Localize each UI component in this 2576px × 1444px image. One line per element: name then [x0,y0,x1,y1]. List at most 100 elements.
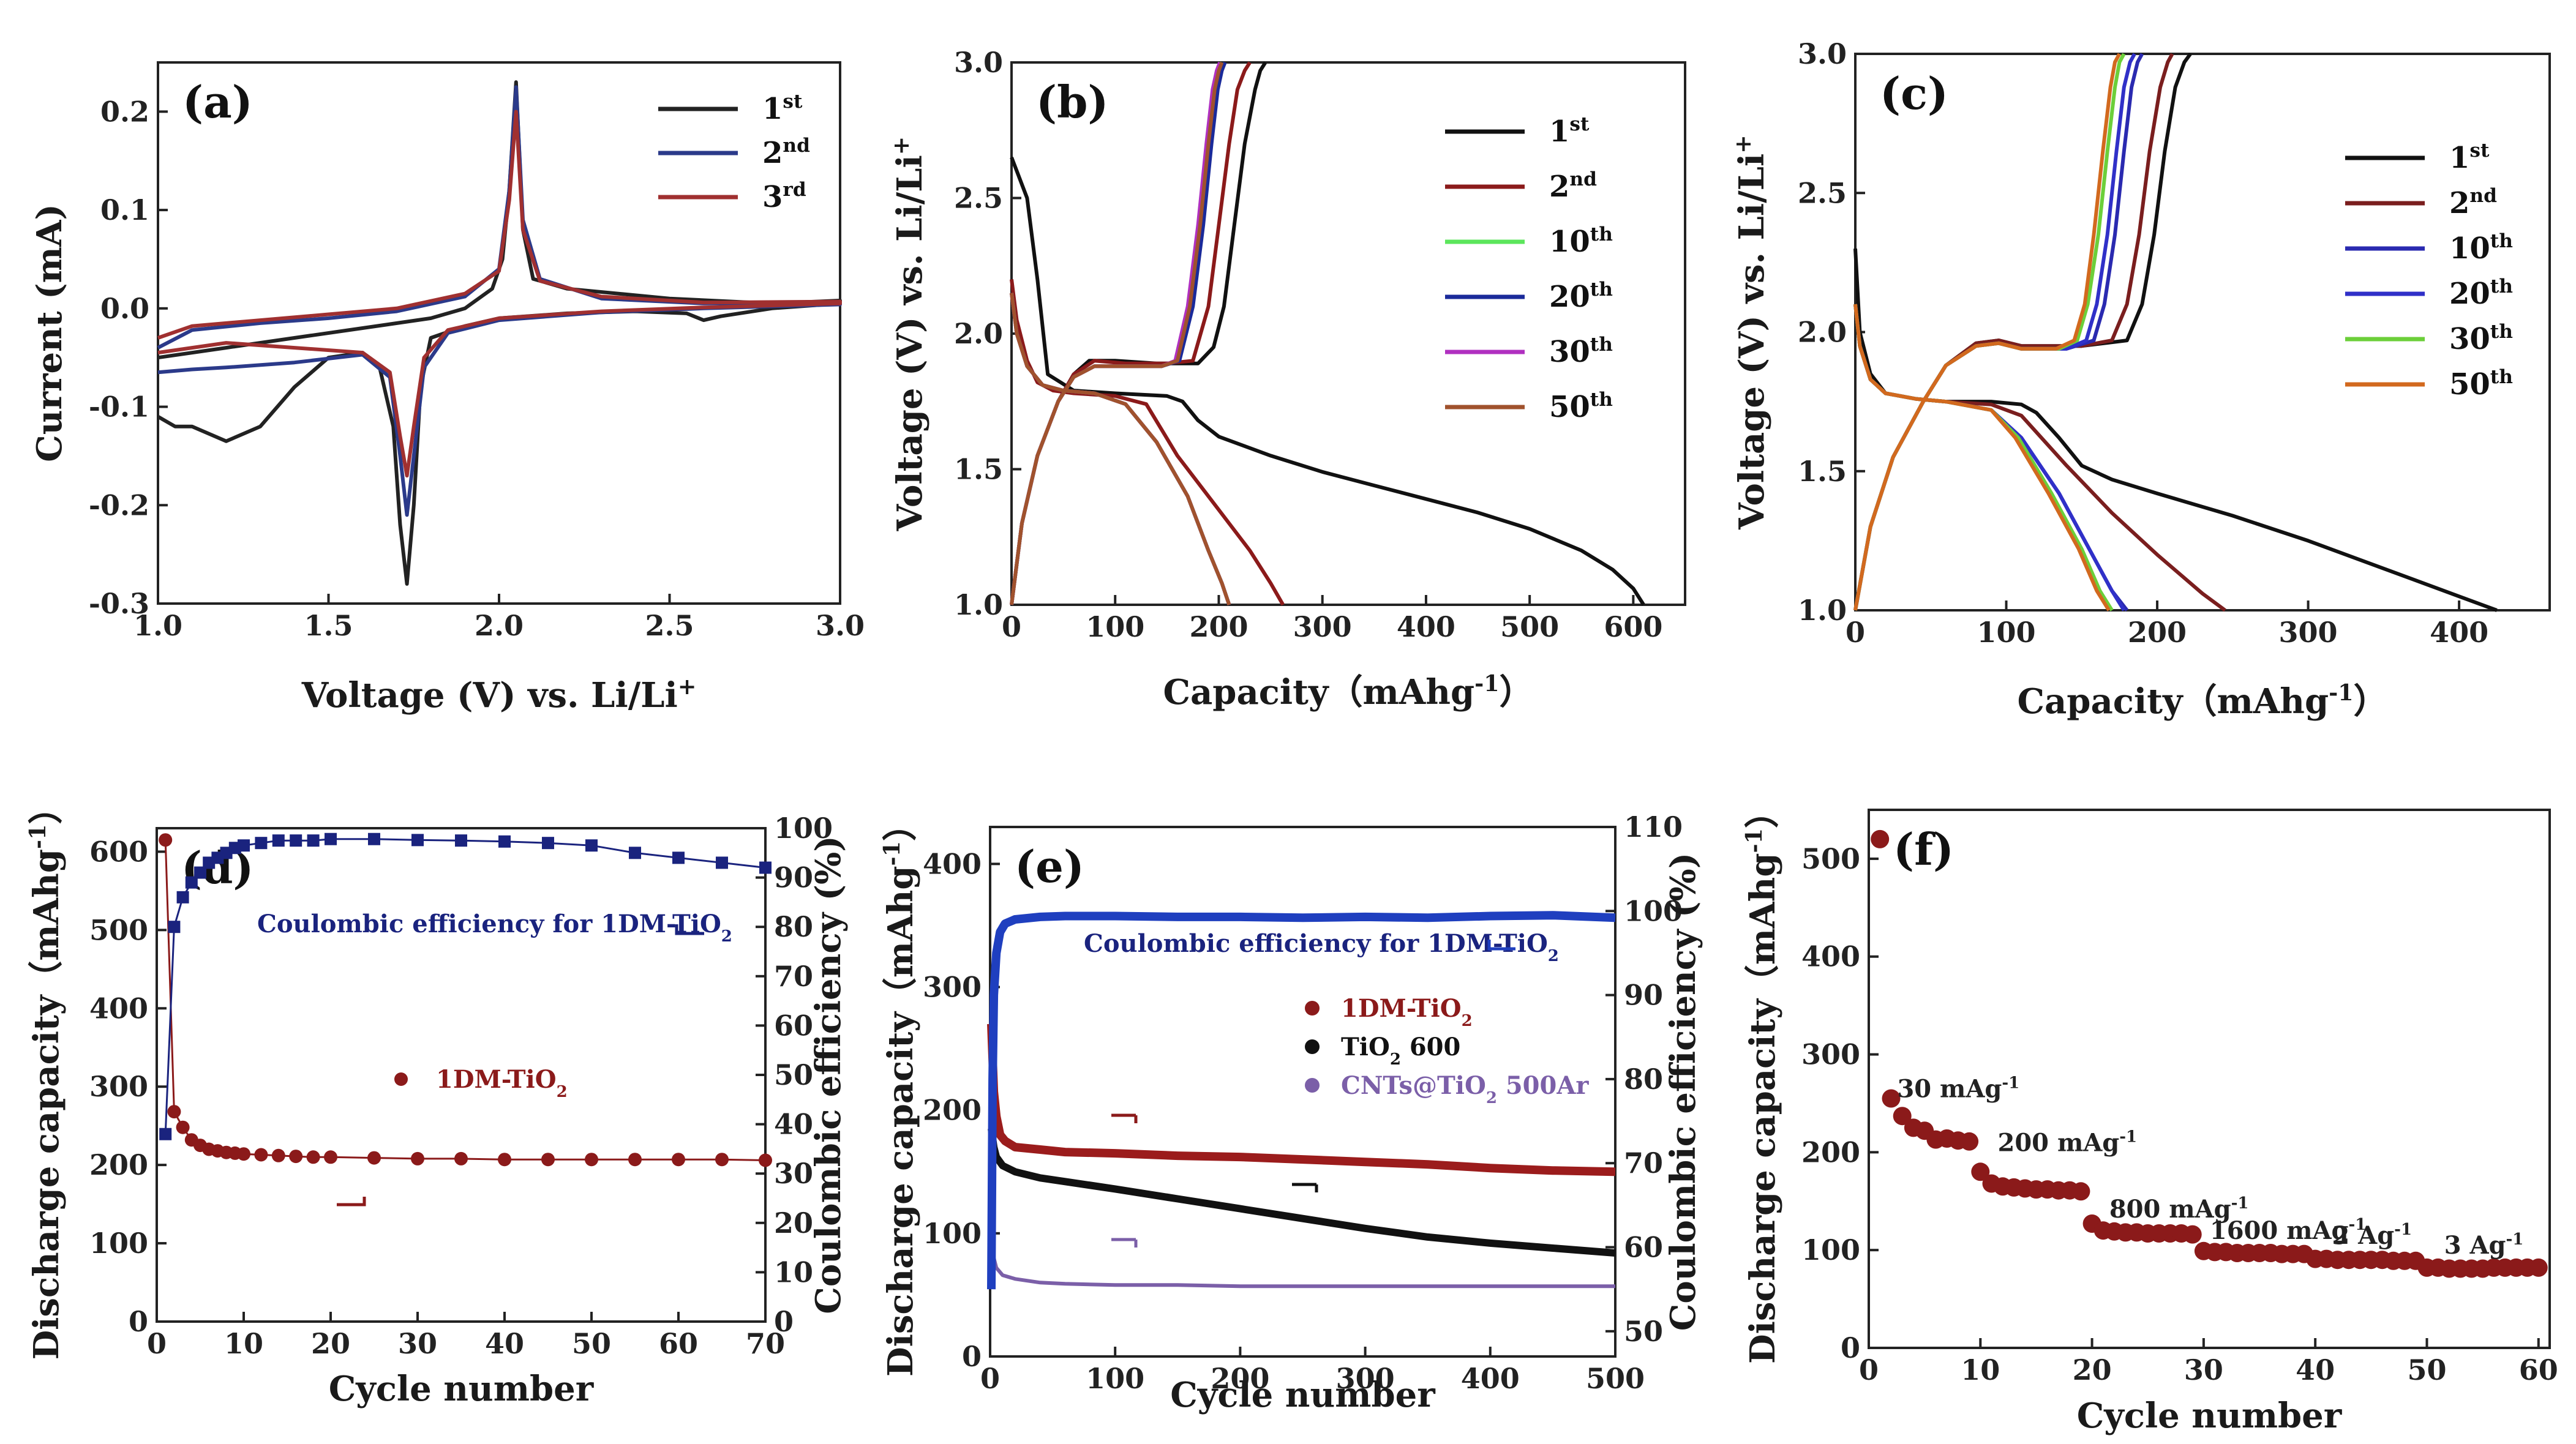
y-tick-label: 0 [129,1305,148,1338]
efficiency-point [238,839,250,852]
rate-label: 2 Ag-1 [2332,1221,2412,1250]
efficiency-point [455,834,467,847]
legend-label-e-part: 1DM-TiO [1341,994,1462,1023]
legend-c-label: 10th [2449,230,2513,266]
legend-marker-e [1305,1039,1320,1054]
x-tick-label: 60 [659,1327,698,1360]
right-arrow-icon [675,924,704,935]
legend-c-label-part: th [2490,366,2513,388]
legend-b-label-part: nd [1569,168,1597,190]
y2-tick-label: 40 [774,1108,813,1141]
capacity-point [289,1150,303,1164]
legend-label-e-part: 500Ar [1497,1071,1589,1100]
x-tick-label: 100 [1977,616,2036,649]
panel-c: 0 100 200 300 4001.01.52.02.53.0(c)1st2nd10t… [1730,37,2551,722]
legend-b-label: 50th [1549,389,1613,424]
legend-c-label: 20th [2449,275,2513,311]
x-tick-label: 500 [1586,1362,1645,1395]
x-axis-label-b-part: Capacity（mAhg [1163,672,1474,713]
x-tick-label: 200 [1189,610,1248,643]
legend-b-label: 30th [1549,334,1613,369]
capacity-point [585,1153,598,1167]
discharge-curve-50th [1010,293,1231,605]
y-axis-label-d-part: Discharge capacity（mAhg [26,849,67,1360]
y2-axis-label-e: Coulombic efficiency (%) [1663,853,1703,1331]
capacity-band-2 [989,1239,1615,1289]
x-tick-label: 300 [1336,1362,1395,1395]
y-axis-label-c-part: + [1730,135,1756,154]
capacity-band-1 [988,1128,1616,1257]
legend-c-label: 1st [2449,140,2490,175]
rate-label-part: 3 Ag [2444,1231,2506,1260]
x-tick-label: 70 [746,1327,785,1360]
efficiency-point [290,834,302,847]
legend-c-label-part: 2 [2449,186,2469,220]
x-tick-label: 1.5 [304,609,353,642]
y-axis-label-b-part: + [888,137,914,155]
ce-annotation-d: Coulombic efficiency for 1DM-TiO2 [257,910,732,946]
capacity-point [159,833,173,847]
capacity-point [324,1150,337,1164]
cv-curve-1st [157,80,842,586]
rate-label: 800 mAg-1 [2109,1194,2249,1224]
legend-label-e-part: TiO [1341,1033,1390,1061]
x-tick-label: 200 [2128,616,2187,649]
panel-label-e: (e) [1015,840,1084,892]
x-axis-label-c-part: -1 [2329,679,2353,706]
y-tick-label: 200 [1801,1135,1860,1169]
legend-marker-d [394,1072,408,1086]
efficiency-point [585,839,598,852]
y2-tick-label: 80 [1624,1063,1663,1096]
efficiency-point [498,835,511,848]
capacity-point [498,1153,511,1167]
efficiency-point [542,837,554,850]
x-tick-label: 0 [1846,616,1865,649]
legend-c-label: 50th [2449,366,2513,402]
legend-c-label-part: nd [2469,185,2497,207]
y-axis-label-b-part: Voltage (V) vs. Li/Li [890,155,930,531]
y-tick-label: 2.5 [1798,176,1847,209]
ce-annotation-d-part: Coulombic efficiency for 1DM-TiO [257,910,721,938]
legend-marker-e [1305,1078,1320,1093]
efficiency-point [368,832,380,845]
legend-b-label-part: th [1590,279,1613,301]
y-axis-label-a-part: Current (mA) [29,204,70,462]
y2-tick-label: 50 [1624,1315,1663,1348]
x-tick-label: 400 [2430,616,2488,649]
charge-curve-50th [1853,53,2122,611]
capacity-annotation-d-part: 2 [557,1083,568,1101]
efficiency-point [325,832,337,845]
x-tick-label: 200 [1211,1362,1269,1395]
x-tick-label: 3.0 [816,609,865,642]
y2-tick-label: 70 [1624,1147,1663,1180]
y2-tick-label: 10 [774,1255,813,1289]
x-tick-label: 400 [1461,1362,1520,1395]
y-tick-label: 500 [89,913,148,946]
legend-a-label: 3rd [762,179,806,214]
ce-annotation-d-part: 2 [721,927,732,946]
charge-curve-1st [1853,53,2192,611]
rate-point [1871,829,1890,848]
y-tick-label: 500 [1801,842,1860,875]
rate-label-part: -1 [2002,1074,2019,1092]
capacity-point [628,1153,642,1167]
x-tick-label: 2.5 [645,609,694,642]
x-tick-label: 0 [1859,1353,1879,1386]
y-axis-label-e-part: ） [881,807,921,841]
charge-curve-20th [1853,53,2136,611]
y-axis-label-f-part: -1 [1741,828,1767,853]
y-tick-label: 3.0 [1798,37,1847,70]
legend-c-label-part: 1 [2449,141,2469,175]
x-axis-label-e-part: Cycle number [1170,1375,1436,1415]
plot-frame-c [1854,53,2551,612]
y-tick-label: 1.5 [954,453,1003,486]
capacity-line [164,840,766,1161]
legend-marker-e [1305,1001,1320,1016]
rate-label-part: -1 [2394,1221,2412,1239]
x-axis-label-a: Voltage (V) vs. Li/Li+ [301,673,697,716]
legend-b-label-part: st [1569,113,1590,135]
plot-frame-f [1868,809,2551,1349]
panel-b: 0 100 200 300 400 500 600 1.0 1.5 2.0 2.5 3.0 (b) 1st… [888,46,1686,713]
legend-b-label: 2nd [1549,168,1597,204]
y-tick-label: 2.0 [954,317,1003,350]
